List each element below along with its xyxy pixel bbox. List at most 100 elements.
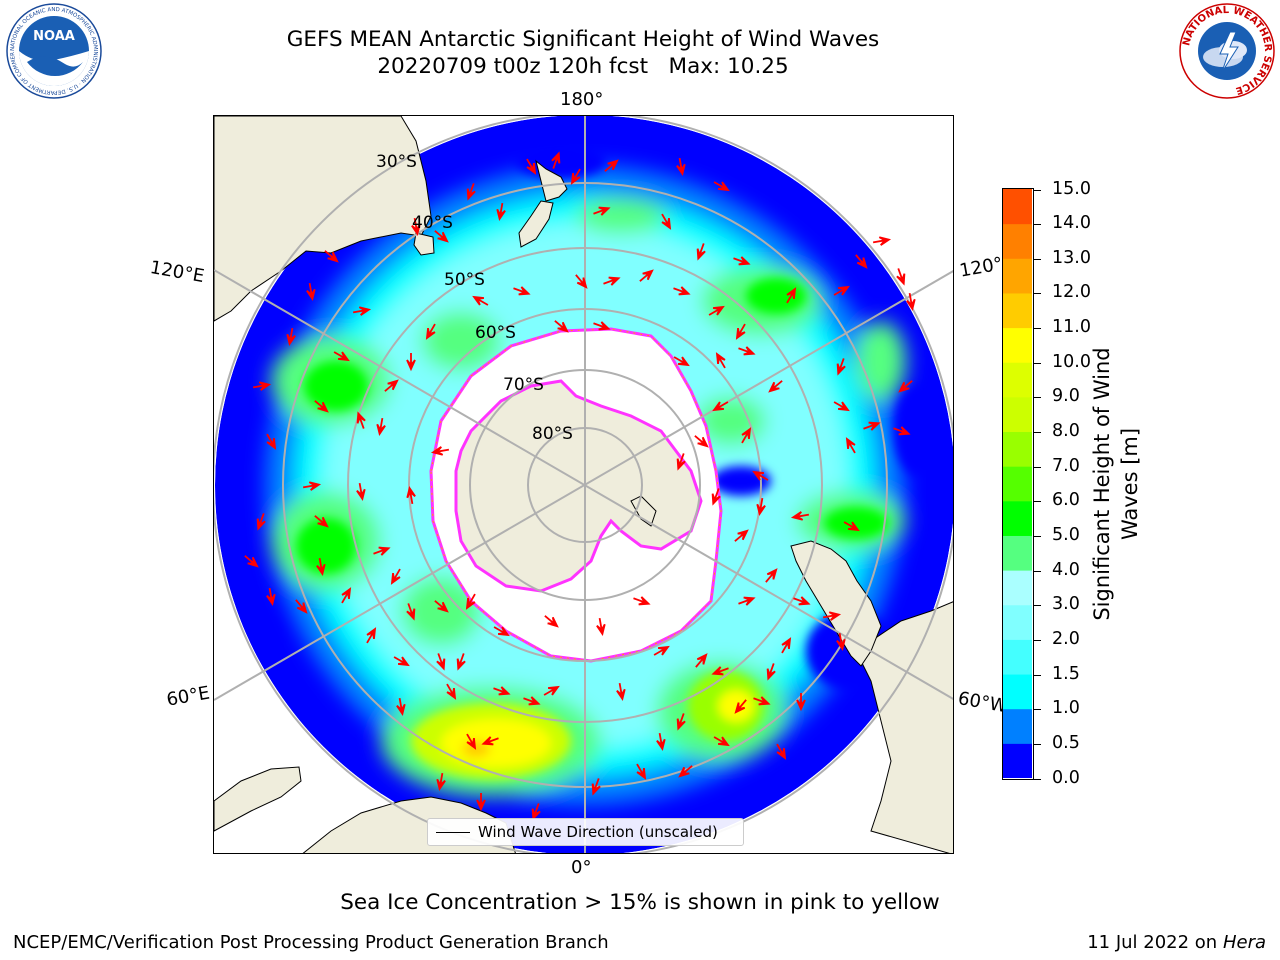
colorbar-tick-label: 1.0: [1052, 698, 1080, 719]
colorbar-title: Significant Height of Wind Waves [m]: [1088, 347, 1144, 620]
colorbar: [1002, 188, 1034, 780]
sea-ice-caption: Sea Ice Concentration > 15% is shown in …: [340, 890, 940, 915]
colorbar-segment: [1003, 223, 1032, 259]
wind-arrow: [570, 168, 581, 185]
wind-arrow: [436, 772, 446, 792]
colorbar-tick-label: 3.0: [1052, 594, 1080, 615]
wind-arrow: [781, 637, 792, 654]
colorbar-segment: [1003, 708, 1032, 744]
wind-arrow: [256, 513, 266, 531]
wind-arrow: [406, 353, 416, 372]
wind-arrow: [738, 596, 756, 606]
wind-arrow: [766, 663, 776, 681]
wind-arrow: [266, 433, 277, 450]
wind-arrow: [314, 400, 329, 413]
wind-arrow: [603, 276, 621, 286]
wind-arrow: [756, 497, 766, 517]
wind-arrow: [466, 183, 476, 201]
wind-arrow: [436, 653, 446, 671]
wind-arrow: [713, 736, 730, 747]
colorbar-tick-label: 7.0: [1052, 455, 1080, 476]
wind-arrow: [406, 485, 416, 505]
wind-arrow: [341, 587, 352, 604]
wind-arrow: [366, 627, 377, 644]
legend-line-symbol: [436, 832, 470, 833]
colorbar-title-line2: Waves [m]: [1118, 427, 1142, 541]
lat-label-60s: 60°S: [475, 323, 516, 343]
wind-arrow: [896, 268, 906, 286]
colorbar-tick-label: 14.0: [1052, 213, 1091, 234]
colorbar-tick-label: 8.0: [1052, 421, 1080, 442]
colorbar-segment: [1003, 258, 1032, 294]
colorbar-segment: [1003, 362, 1032, 398]
colorbar-tick: [1034, 362, 1041, 364]
wind-arrow: [425, 323, 436, 340]
wind-direction-arrows: [244, 151, 916, 821]
colorbar-tick: [1034, 605, 1041, 607]
lon-label-bottom: 0°: [571, 857, 592, 878]
colorbar-segment: [1003, 674, 1032, 710]
footer-timestamp: 11 Jul 2022 on Hera: [1087, 932, 1266, 953]
colorbar-tick: [1034, 466, 1041, 468]
colorbar-tick: [1034, 189, 1041, 191]
lat-label-40s: 40°S: [412, 213, 453, 233]
colorbar-tick-label: 5.0: [1052, 524, 1080, 545]
wind-arrow: [676, 453, 686, 471]
wind-arrow: [476, 793, 486, 812]
wind-arrow: [845, 437, 856, 454]
wind-arrow: [676, 713, 686, 731]
wind-arrow: [833, 401, 850, 412]
lon-label-top: 180°: [560, 89, 604, 110]
wind-arrow: [673, 286, 691, 296]
wind-arrow: [616, 682, 626, 702]
wind-arrow: [661, 213, 672, 230]
wind-arrow: [434, 230, 449, 243]
wind-arrow: [696, 243, 706, 261]
wind-arrow: [466, 733, 477, 750]
map-panel[interactable]: [213, 115, 954, 854]
wind-arrow: [496, 202, 506, 222]
wind-arrow: [790, 511, 810, 521]
wind-arrow: [604, 159, 619, 172]
wind-arrow: [513, 286, 531, 296]
colorbar-tick-label: 11.0: [1052, 317, 1091, 338]
colorbar-tick-label: 15.0: [1052, 178, 1091, 199]
wind-arrow: [551, 151, 561, 169]
wind-arrow: [446, 683, 457, 700]
colorbar-tick-label: 0.5: [1052, 732, 1080, 753]
ice-edge: [430, 328, 722, 662]
wind-arrow: [694, 435, 709, 448]
wind-arrow: [678, 765, 693, 778]
wind-arrow: [493, 626, 510, 637]
colorbar-segment: [1003, 466, 1032, 502]
wind-arrow: [373, 546, 391, 556]
colorbar-tick: [1034, 432, 1041, 434]
wind-arrow: [695, 653, 708, 668]
colorbar-tick-label: 13.0: [1052, 247, 1091, 268]
wind-arrow: [295, 599, 308, 614]
map-legend: Wind Wave Direction (unscaled): [427, 818, 744, 846]
wind-arrow: [384, 379, 399, 392]
colorbar-tick: [1034, 743, 1041, 745]
wind-arrow: [793, 596, 811, 606]
wind-arrow: [636, 763, 647, 780]
south-america-land: [860, 601, 953, 853]
colorbar-tick-label: 4.0: [1052, 559, 1080, 580]
wind-arrow: [836, 358, 846, 376]
lat-label-30s: 30°S: [376, 152, 417, 172]
colorbar-segment: [1003, 431, 1032, 467]
wind-arrow: [596, 617, 606, 637]
wind-arrow: [893, 426, 911, 436]
colorbar-tick: [1034, 639, 1041, 641]
wind-arrow: [456, 653, 466, 671]
colorbar-tick-label: 9.0: [1052, 386, 1080, 407]
colorbar-tick: [1034, 535, 1041, 537]
colorbar-tick: [1034, 709, 1041, 711]
wind-arrow: [673, 356, 690, 367]
colorbar-segment: [1003, 500, 1032, 536]
colorbar-tick: [1034, 778, 1041, 780]
lon-label-upper-right: 120°: [958, 253, 1005, 282]
wind-arrow: [711, 666, 729, 676]
wind-arrow: [306, 282, 316, 302]
wind-arrow: [734, 699, 747, 714]
